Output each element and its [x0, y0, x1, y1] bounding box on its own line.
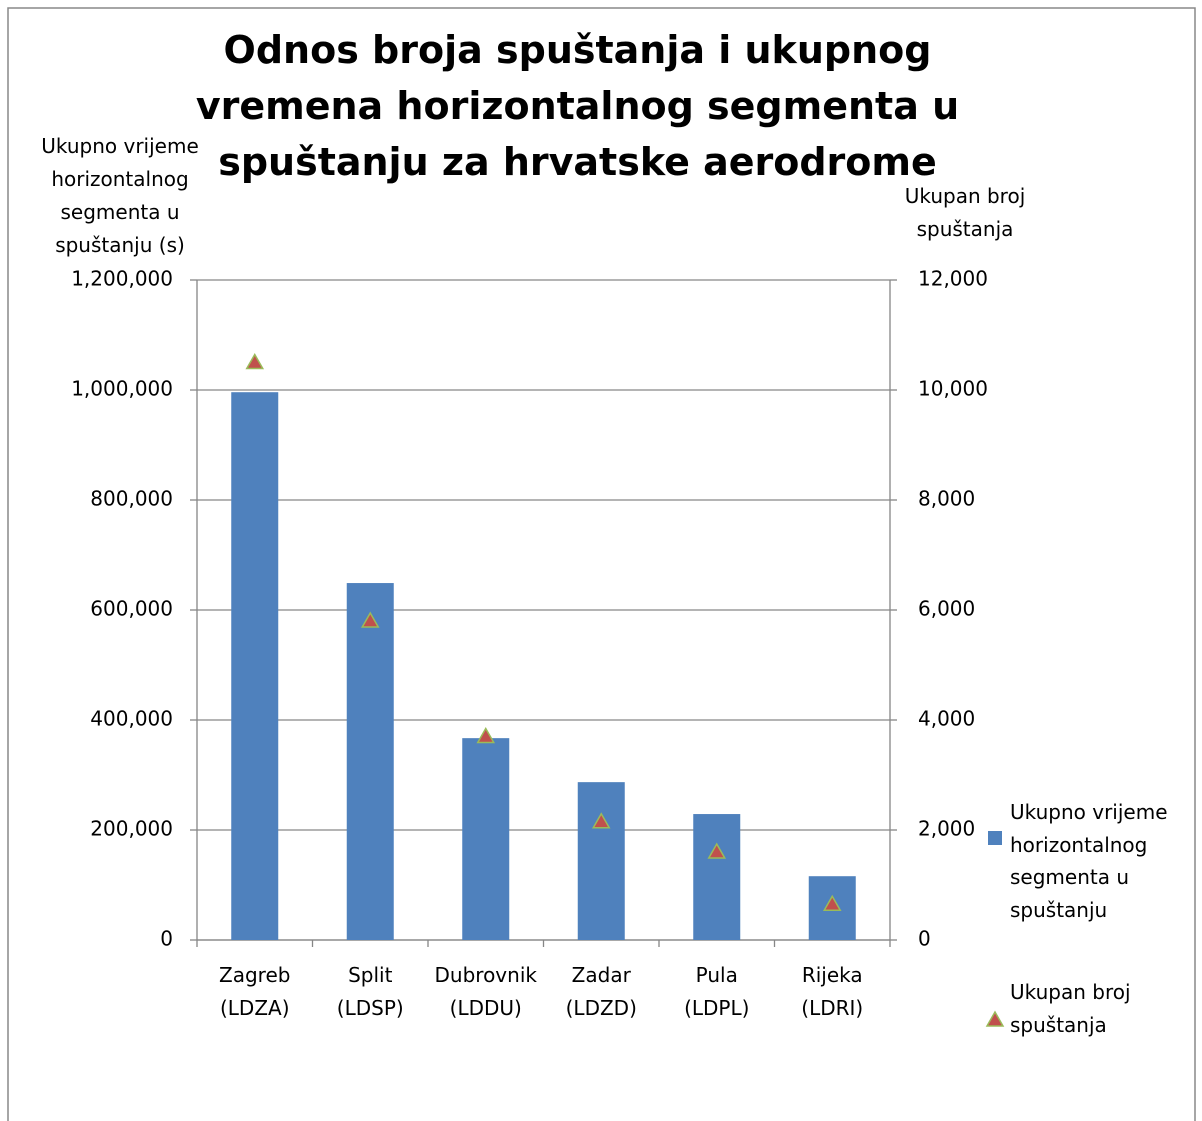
y2-tick-label: 0: [918, 927, 931, 951]
y-tick-label: 400,000: [90, 707, 173, 731]
y-tick-label: 1,200,000: [71, 267, 173, 291]
legend-label: Ukupno vrijeme horizontalnog segmenta u …: [1010, 800, 1168, 922]
frame: [7, 7, 1196, 1121]
y-tick-label: 0: [160, 927, 173, 951]
marker: [822, 894, 842, 911]
y2-tick-label: 8,000: [918, 487, 975, 511]
x-tick-label: Zadar (LDZD): [566, 963, 637, 1020]
chart-title: Odnos broja spuštanja i ukupnog vremena …: [195, 28, 960, 184]
y2-tick-label: 12,000: [918, 267, 988, 291]
y2-tick-label: 2,000: [918, 817, 975, 841]
bar: [462, 738, 510, 940]
legend-swatch: [988, 831, 1002, 845]
x-tick-label: Dubrovnik (LDDU): [435, 963, 538, 1020]
bar: [231, 392, 279, 940]
marker: [360, 611, 380, 628]
y2-tick-label: 10,000: [918, 377, 988, 401]
y-tick-label: 1,000,000: [71, 377, 173, 401]
y2-axis-title: Ukupan broj spuštanja: [904, 184, 1026, 241]
bar: [693, 814, 741, 940]
legend-label: Ukupan broj spuštanja: [1010, 980, 1131, 1037]
marker: [591, 812, 611, 829]
y-tick-label: 600,000: [90, 597, 173, 621]
x-tick-label: Zagreb (LDZA): [219, 963, 290, 1020]
legend-swatch: [985, 1010, 1005, 1027]
x-tick-label: Pula (LDPL): [684, 963, 749, 1020]
x-tick-label: Split (LDSP): [337, 963, 404, 1020]
x-tick-label: Rijeka (LDRI): [801, 963, 863, 1020]
bar: [346, 583, 394, 940]
marker: [245, 352, 265, 370]
marker: [476, 726, 496, 744]
bar: [577, 782, 625, 940]
y-axis-title: Ukupno vrijeme horizontalnog segmenta u …: [41, 134, 199, 257]
y2-tick-label: 4,000: [918, 707, 975, 731]
y-tick-label: 800,000: [90, 487, 173, 511]
y-tick-label: 200,000: [90, 817, 173, 841]
marker: [707, 842, 727, 859]
y2-tick-label: 6,000: [918, 597, 975, 621]
